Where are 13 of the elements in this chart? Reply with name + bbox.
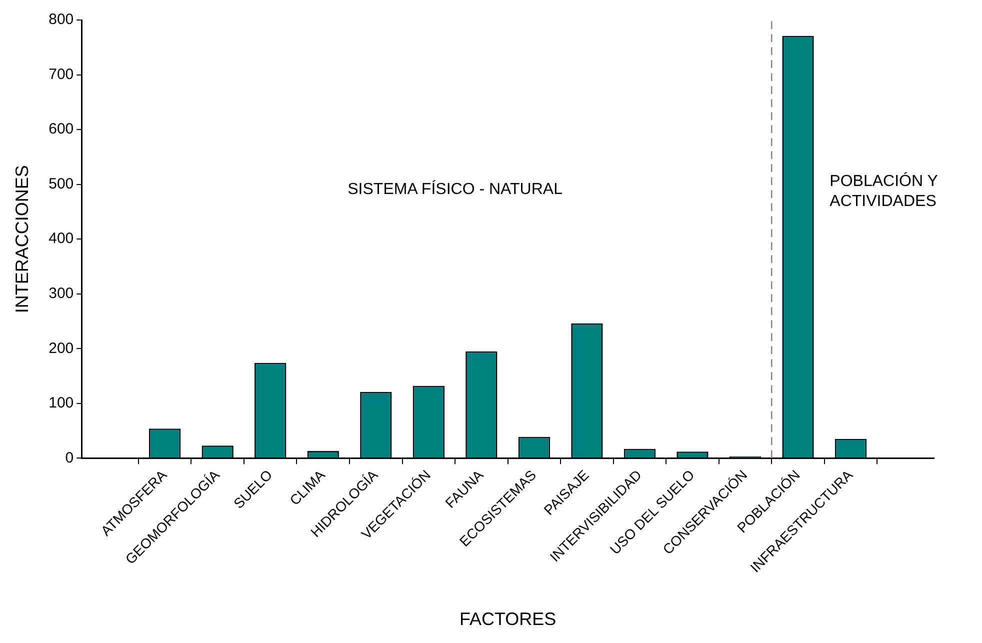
y-tick-label: 200 (48, 340, 74, 357)
y-tick-label: 500 (48, 175, 74, 192)
annotation: SISTEMA FÍSICO - NATURAL (348, 180, 563, 198)
y-tick-label: 600 (48, 120, 74, 138)
y-tick-label: 100 (48, 394, 74, 412)
y-tick-label: 300 (48, 285, 74, 302)
y-tick-label: 700 (48, 66, 74, 83)
y-tick-label: 0 (65, 449, 74, 466)
y-axis-title: INTERACCIONES (12, 165, 32, 314)
y-tick-label: 800 (48, 11, 74, 28)
x-axis-title: FACTORES (459, 609, 556, 630)
annotation: POBLACIÓN Y ACTIVIDADES (830, 172, 938, 210)
y-tick-label: 400 (48, 230, 74, 248)
